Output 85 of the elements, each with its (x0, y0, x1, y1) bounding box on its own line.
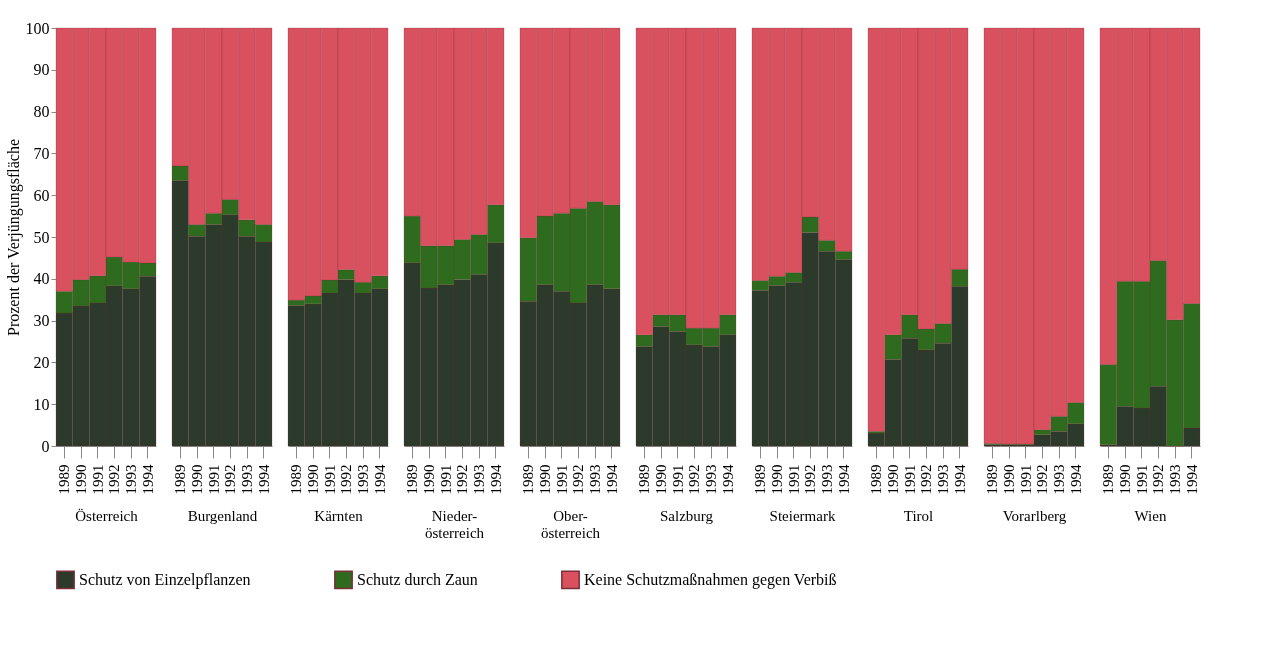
x-tick-label: 1991 (669, 464, 686, 495)
x-tick-label: 1989 (1100, 464, 1117, 495)
x-tick-label: 1992 (570, 464, 587, 495)
x-tick-label: 1990 (769, 464, 785, 495)
y-tick-label: 80 (33, 103, 50, 121)
legend-label: Schutz durch Zaun (357, 570, 478, 588)
x-tick-label: 1992 (918, 464, 935, 495)
x-tick-label: 1989 (984, 464, 1001, 495)
x-tick-label: 1991 (901, 464, 918, 495)
y-tick-label: 60 (33, 186, 50, 204)
x-tick-label: 1993 (471, 464, 487, 495)
x-tick-label: 1991 (1133, 464, 1150, 495)
x-tick-label: 1990 (189, 464, 205, 495)
x-axis-title: Wien (1134, 507, 1167, 524)
x-tick-label: 1992 (686, 464, 703, 495)
x-tick-label: 1993 (123, 464, 139, 495)
x-axis-title: Kärnten (314, 507, 364, 524)
x-tick-label: 1989 (636, 464, 653, 495)
x-tick-label: 1990 (1001, 464, 1017, 495)
x-tick-label: 1994 (487, 464, 504, 495)
y-tick-label: 20 (33, 353, 50, 371)
x-axis-title: Salzburg (659, 507, 714, 524)
y-tick-label: 30 (33, 312, 50, 330)
x-tick-label: 1989 (404, 464, 421, 495)
y-axis-title: Prozent der Verjüngungsfläche (4, 139, 23, 336)
x-tick-label: 1993 (239, 464, 255, 495)
x-axis-title: Steiermark (769, 507, 836, 524)
x-tick-label: 1991 (321, 464, 338, 495)
x-tick-label: 1994 (951, 464, 968, 495)
x-tick-label: 1993 (1167, 464, 1183, 495)
x-tick-label: 1992 (222, 464, 239, 495)
y-tick-label: 70 (33, 144, 50, 162)
x-tick-label: 1989 (752, 464, 769, 495)
x-tick-label: 1991 (553, 464, 570, 495)
x-tick-label: 1992 (338, 464, 355, 495)
x-tick-label: 1994 (1067, 464, 1084, 495)
y-tick-label: 50 (33, 228, 50, 246)
x-tick-label: 1991 (437, 464, 454, 495)
x-axis-title: Österreich (75, 507, 139, 524)
x-tick-label: 1992 (1150, 464, 1167, 495)
x-axis-title: Vorarlberg (1002, 507, 1067, 524)
x-tick-label: 1992 (802, 464, 819, 495)
x-tick-label: 1990 (305, 464, 321, 495)
x-tick-label: 1991 (205, 464, 222, 495)
x-tick-label: 1989 (288, 464, 305, 495)
x-tick-label: 1994 (603, 464, 620, 495)
x-tick-label: 1990 (653, 464, 669, 495)
x-tick-label: 1990 (537, 464, 553, 495)
x-tick-label: 1990 (1117, 464, 1133, 495)
x-tick-label: 1989 (520, 464, 537, 495)
x-tick-label: 1990 (885, 464, 901, 495)
x-tick-label: 1993 (355, 464, 371, 495)
x-tick-label: 1992 (1034, 464, 1051, 495)
x-tick-label: 1989 (172, 464, 189, 495)
x-tick-label: 1992 (106, 464, 123, 495)
x-tick-label: 1994 (255, 464, 272, 495)
x-tick-label: 1994 (719, 464, 736, 495)
legend-label: Keine Schutzmaßnahmen gegen Verbiß (584, 570, 837, 589)
x-tick-label: 1992 (454, 464, 471, 495)
x-axis-title: Nieder- österreich (424, 507, 485, 541)
y-tick-label: 10 (33, 395, 50, 413)
x-tick-label: 1994 (371, 464, 388, 495)
x-tick-label: 1993 (935, 464, 951, 495)
x-tick-label: 1993 (1051, 464, 1067, 495)
x-tick-label: 1993 (703, 464, 719, 495)
x-tick-label: 1994 (1183, 464, 1200, 495)
y-tick-label: 40 (33, 270, 50, 288)
y-tick-label: 90 (33, 61, 50, 79)
x-tick-label: 1991 (785, 464, 802, 495)
x-tick-label: 1994 (139, 464, 156, 495)
y-tick-label: 0 (41, 437, 50, 455)
legend-label: Schutz von Einzelpflanzen (79, 570, 251, 589)
x-tick-label: 1993 (587, 464, 603, 495)
x-tick-label: 1990 (421, 464, 437, 495)
x-tick-label: 1989 (56, 464, 73, 495)
x-tick-label: 1989 (868, 464, 885, 495)
x-axis-title: Tirol (903, 507, 934, 524)
x-axis-title: Burgenland (187, 507, 258, 524)
x-tick-label: 1991 (89, 464, 106, 495)
x-tick-label: 1993 (819, 464, 835, 495)
x-tick-label: 1994 (835, 464, 852, 495)
x-tick-label: 1991 (1017, 464, 1034, 495)
y-tick-label: 100 (25, 19, 50, 37)
x-axis-title: Ober- österreich (540, 507, 601, 541)
x-tick-label: 1990 (73, 464, 89, 495)
